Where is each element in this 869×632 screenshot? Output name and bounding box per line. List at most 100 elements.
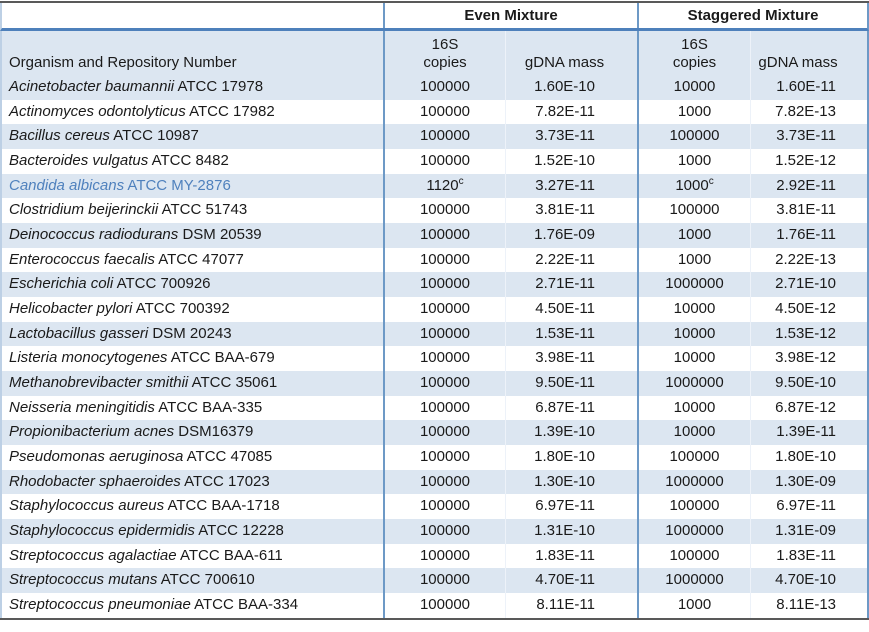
staggered-16s-copies-value: 1000000 [665, 472, 724, 490]
staggered-16s-copies-cell: 100000 [637, 198, 750, 224]
staggered-gdna-mass-value: 6.87E-12 [775, 398, 836, 416]
organism-cell: Rhodobacter sphaeroides ATCC 17023 [2, 470, 383, 495]
staggered-gdna-mass-value: 1.52E-12 [775, 152, 836, 170]
staggered-16s-copies-value: 10000 [673, 398, 716, 416]
staggered-gdna-mass-cell: 3.73E-11 [750, 124, 867, 150]
organism-header-label: Organism and Repository Number [9, 54, 237, 71]
staggered-gdna-mass-value: 6.97E-11 [776, 497, 836, 515]
even-gdna-mass-value: 3.73E-11 [535, 127, 595, 145]
staggered-gdna-mass-value: 3.81E-11 [776, 201, 836, 219]
staggered-gdna-mass-value: 1.80E-10 [775, 448, 836, 466]
even-16s-copies-cell: 100000 [383, 519, 505, 544]
repository-number: ATCC BAA-334 [194, 596, 299, 614]
table-row: Candida albicans ATCC MY-2876 1120c 3.27… [0, 173, 869, 199]
column-header-organism: Organism and Repository Number [2, 31, 383, 75]
staggered-16s-copies-value: 1000 [677, 596, 712, 614]
staggered-16s-copies-value: 100000 [669, 546, 720, 564]
staggered-16s-copies-cell: 10000 [637, 395, 750, 421]
repository-number: DSM 20243 [152, 324, 232, 342]
organism-name: Staphylococcus aureus [9, 497, 165, 515]
organism-name: Acinetobacter baumannii [9, 78, 175, 95]
mixture-composition-table: Even Mixture Staggered Mixture Organism … [0, 1, 869, 620]
even-16s-copies-cell: 100000 [383, 445, 505, 470]
organism-cell: Propionibacterium acnes DSM16379 [2, 420, 383, 445]
staggered-16s-copies-value: 1000 [677, 152, 712, 170]
even-gdna-mass-cell: 2.71E-11 [505, 272, 637, 298]
16s-label: 16S [431, 36, 459, 53]
even-gdna-mass-value: 6.97E-11 [535, 497, 595, 515]
staggered-gdna-mass-value: 4.50E-12 [775, 300, 836, 318]
even-16s-copies-value: 100000 [419, 152, 471, 170]
organism-cell: Neisseria meningitidis ATCC BAA-335 [2, 396, 383, 421]
table-row: Methanobrevibacter smithii ATCC 35061 10… [0, 371, 869, 396]
even-gdna-mass-cell: 3.73E-11 [505, 124, 637, 150]
even-gdna-mass-value: 1.39E-10 [534, 423, 595, 441]
staggered-gdna-mass-cell: 1.83E-11 [750, 543, 867, 569]
organism-name: Pseudomonas aeruginosa [9, 448, 184, 466]
even-16s-copies-value: 100000 [419, 522, 471, 540]
repository-number: ATCC 51743 [161, 201, 248, 219]
staggered-gdna-mass-cell: 2.71E-10 [750, 272, 867, 298]
table-row: Acinetobacter baumannii ATCC 17978 10000… [0, 75, 869, 100]
staggered-gdna-mass-cell: 2.22E-13 [750, 247, 867, 273]
staggered-16s-copies-value: 1000 [677, 250, 712, 268]
even-gdna-mass-cell: 1.80E-10 [505, 445, 637, 470]
even-gdna-mass-cell: 9.50E-11 [505, 371, 637, 396]
staggered-16s-copies-cell: 10000 [637, 420, 750, 446]
staggered-gdna-mass-value: 8.11E-13 [776, 596, 836, 614]
staggered-gdna-mass-value: 3.73E-11 [776, 127, 836, 145]
even-16s-copies-value: 100000 [419, 300, 471, 318]
organism-cell: Acinetobacter baumannii ATCC 17978 [2, 75, 383, 100]
staggered-16s-copies-cell: 1000000 [637, 568, 750, 594]
even-gdna-mass-cell: 3.27E-11 [505, 173, 637, 199]
even-gdna-mass-cell: 1.83E-11 [505, 543, 637, 569]
repository-number: ATCC 10987 [113, 127, 199, 145]
staggered-16s-copies-value: 1000 [677, 226, 712, 244]
table-row: Streptococcus mutans ATCC 700610 100000 … [0, 568, 869, 594]
organism-cell: Staphylococcus aureus ATCC BAA-1718 [2, 494, 383, 519]
staggered-gdna-mass-cell: 3.98E-12 [750, 346, 867, 372]
staggered-16s-copies-value: 10000 [673, 349, 716, 367]
staggered-gdna-mass-cell: 2.92E-11 [750, 173, 867, 199]
organism-name: Candida albicans [9, 176, 125, 194]
organism-cell: Methanobrevibacter smithii ATCC 35061 [2, 371, 383, 396]
even-gdna-mass-cell: 1.52E-10 [505, 149, 637, 174]
organism-name: Streptococcus pneumoniae [9, 596, 191, 614]
even-gdna-mass-value: 1.76E-09 [534, 226, 595, 244]
even-16s-copies-value: 100000 [419, 448, 471, 466]
even-gdna-mass-value: 1.83E-11 [535, 546, 595, 564]
staggered-16s-copies-cell: 10000 [637, 75, 750, 100]
even-16s-copies-cell: 100000 [383, 543, 505, 569]
staggered-16s-copies-value: 10000 [673, 78, 716, 95]
even-gdna-mass-value: 1.60E-10 [534, 78, 595, 95]
staggered-16s-copies-value: 1000 [677, 102, 712, 120]
table-row: Pseudomonas aeruginosa ATCC 47085 100000… [0, 445, 869, 470]
even-16s-copies-value: 100000 [419, 497, 471, 515]
organism-name: Rhodobacter sphaeroides [9, 472, 181, 490]
even-16s-copies-value: 100000 [419, 596, 471, 614]
staggered-gdna-mass-value: 1.39E-11 [776, 423, 836, 441]
repository-number: ATCC MY-2876 [127, 176, 231, 194]
even-16s-copies-cell: 100000 [383, 99, 505, 125]
staggered-gdna-mass-value: 2.92E-11 [776, 176, 836, 194]
even-16s-copies-value: 100000 [419, 127, 471, 145]
repository-number: DSM 20539 [182, 226, 262, 244]
staggered-16s-copies-cell: 1000 [637, 99, 750, 125]
repository-number: ATCC 17023 [184, 472, 270, 490]
even-16s-copies-cell: 100000 [383, 395, 505, 421]
even-16s-copies-cell: 100000 [383, 494, 505, 520]
staggered-gdna-mass-value: 2.22E-13 [775, 250, 836, 268]
table-row: Staphylococcus epidermidis ATCC 12228 10… [0, 519, 869, 544]
staggered-16s-copies-value: 1000 [675, 176, 709, 194]
even-16s-copies-cell: 100000 [383, 593, 505, 618]
staggered-16s-copies-cell: 1000 [637, 149, 750, 174]
staggered-16s-copies-cell: 10000 [637, 321, 750, 347]
staggered-gdna-mass-cell: 4.70E-10 [750, 568, 867, 594]
staggered-16s-copies-value: 1000000 [665, 571, 724, 589]
table-row: Propionibacterium acnes DSM16379 100000 … [0, 420, 869, 446]
table-row: Actinomyces odontolyticus ATCC 17982 100… [0, 99, 869, 125]
organism-name: Escherichia coli [9, 275, 114, 293]
organism-name: Clostridium beijerinckii [9, 201, 159, 219]
group-header-even-mixture: Even Mixture [383, 3, 637, 28]
